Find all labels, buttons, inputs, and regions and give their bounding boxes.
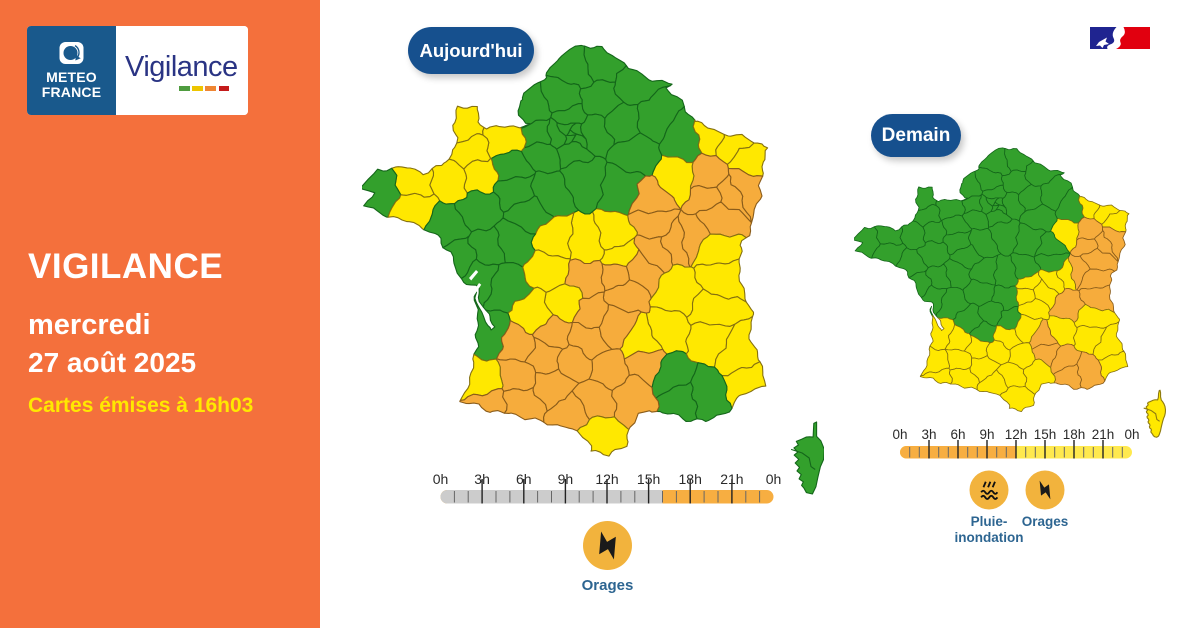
svg-text:3h: 3h <box>474 471 490 487</box>
svg-text:inondation: inondation <box>955 530 1024 545</box>
svg-text:0h: 0h <box>1124 427 1139 442</box>
svg-text:18h: 18h <box>1063 427 1086 442</box>
svg-text:9h: 9h <box>979 427 994 442</box>
svg-text:21h: 21h <box>720 471 743 487</box>
svg-text:15h: 15h <box>637 471 660 487</box>
svg-text:18h: 18h <box>679 471 702 487</box>
svg-text:0h: 0h <box>892 427 907 442</box>
svg-text:Orages: Orages <box>1022 514 1069 529</box>
svg-text:9h: 9h <box>558 471 574 487</box>
svg-text:0h: 0h <box>766 471 782 487</box>
svg-text:6h: 6h <box>950 427 965 442</box>
svg-text:21h: 21h <box>1092 427 1115 442</box>
svg-text:Orages: Orages <box>582 577 634 594</box>
svg-text:12h: 12h <box>1005 427 1028 442</box>
svg-text:0h: 0h <box>433 471 449 487</box>
svg-text:12h: 12h <box>595 471 618 487</box>
svg-text:6h: 6h <box>516 471 532 487</box>
svg-text:Pluie-: Pluie- <box>971 514 1008 529</box>
svg-text:3h: 3h <box>921 427 936 442</box>
svg-text:15h: 15h <box>1034 427 1057 442</box>
